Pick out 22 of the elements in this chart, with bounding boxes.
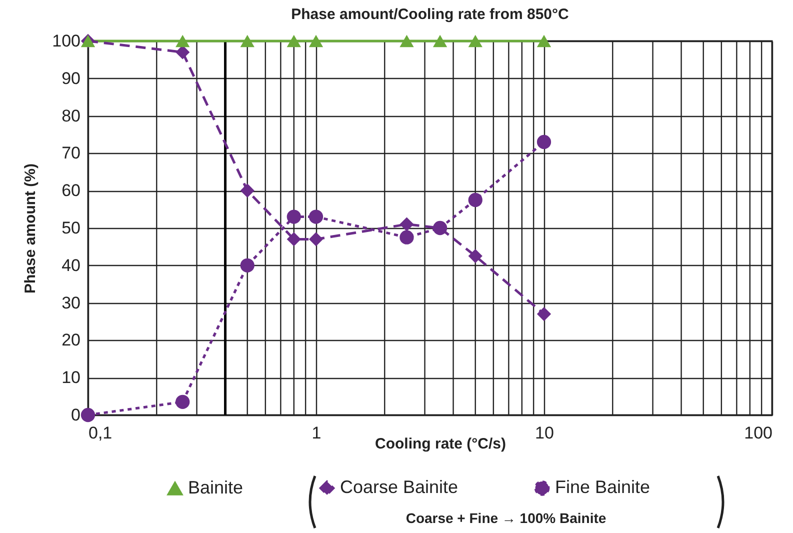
x-tick-label: 100: [744, 424, 772, 442]
legend-label: Coarse Bainite: [340, 477, 458, 498]
x-tick-label: 10: [535, 424, 554, 442]
chart-title: Phase amount/Cooling rate from 850°C: [291, 6, 570, 23]
y-tick-label: 90: [62, 68, 80, 88]
y-tick-label: 10: [62, 368, 80, 388]
y-axis-title: Phase amount (%): [22, 163, 40, 294]
legend-label: Fine Bainite: [555, 477, 650, 498]
text: Coarse + Fine → 100% Bainite: [406, 510, 606, 526]
y-tick-label: 70: [62, 144, 80, 163]
y-tick-label: 50: [62, 218, 80, 238]
y-tick-label: 20: [62, 330, 80, 350]
y-tick-label: 40: [62, 256, 80, 275]
y-tick-label: 80: [62, 106, 80, 126]
x-tick-label: 1: [312, 424, 322, 442]
x-tick-label: 0,1: [88, 424, 112, 442]
y-tick-label: 0: [71, 406, 80, 424]
y-tick-label: 30: [62, 293, 80, 312]
x-axis-title: Cooling rate (°C/s): [374, 436, 506, 452]
y-tick-label: 60: [62, 181, 80, 200]
legend-label: Bainite: [188, 478, 244, 498]
y-tick-label: 100: [52, 32, 80, 50]
